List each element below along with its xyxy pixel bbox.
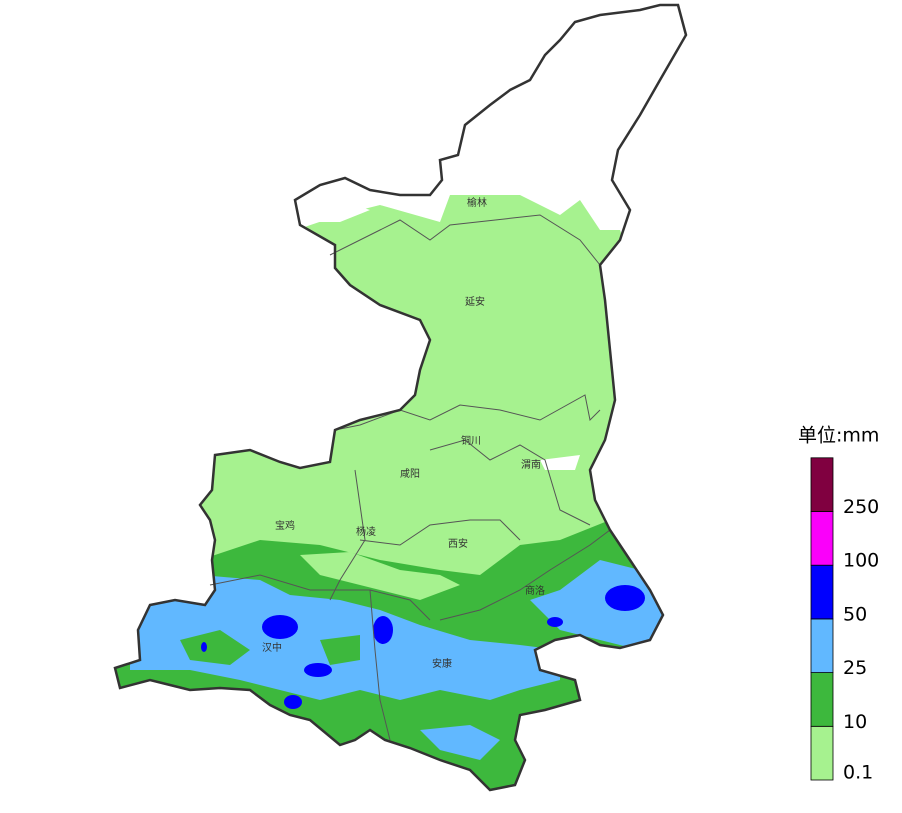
city-label: 榆林 (467, 196, 487, 209)
legend-swatch (810, 564, 834, 620)
legend-label: 100 (843, 550, 879, 572)
legend-swatch (810, 618, 834, 674)
city-label: 杨凌 (356, 525, 376, 538)
city-label: 咸阳 (400, 468, 420, 480)
city-label: 安康 (432, 657, 452, 670)
legend-swatch (810, 511, 834, 566)
province-outline (113, 3, 688, 792)
legend-label: 10 (843, 711, 867, 733)
legend-label: 250 (843, 496, 879, 518)
district-borders (209, 214, 611, 741)
legend-title: 单位:mm (798, 425, 879, 447)
city-label: 铜川 (461, 435, 481, 447)
legend-swatch (810, 672, 834, 727)
city-label: 渭南 (521, 458, 541, 471)
city-label: 汉中 (262, 641, 282, 654)
legend-label: 0.1 (843, 762, 873, 784)
city-label: 宝鸡 (275, 519, 295, 532)
city-label: 西安 (448, 537, 468, 550)
legend-label: 50 (843, 603, 867, 625)
legend-swatch (810, 725, 834, 781)
legend-swatch (810, 457, 834, 512)
city-label: 商洛 (525, 584, 545, 597)
legend-label: 25 (843, 657, 867, 679)
city-label: 延安 (465, 295, 485, 308)
